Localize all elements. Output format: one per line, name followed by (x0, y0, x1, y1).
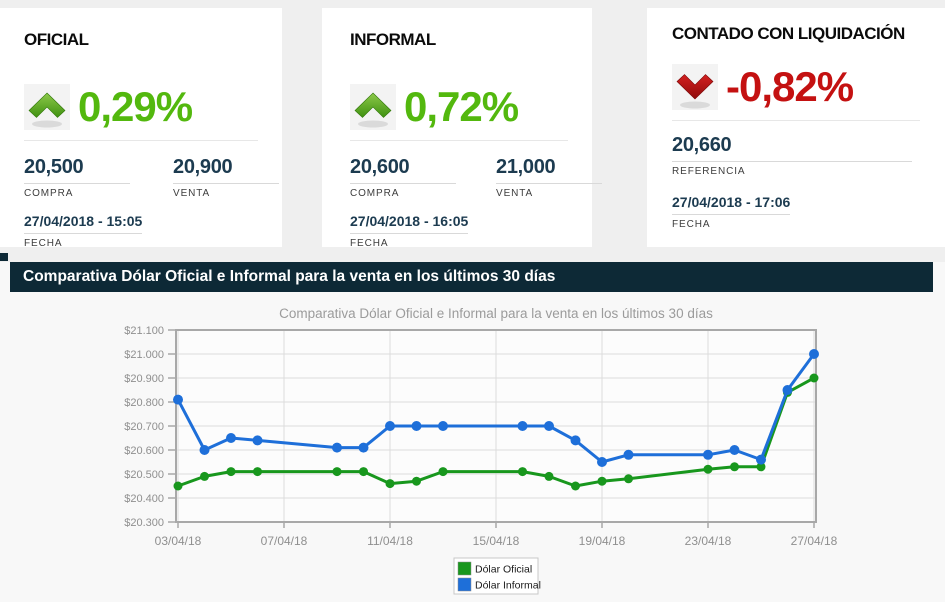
comparison-line-chart: Comparativa Dólar Oficial e Informal par… (124, 306, 838, 595)
svg-text:$20.300: $20.300 (124, 517, 164, 529)
reference-label: REFERENCIA (672, 166, 746, 177)
svg-text:$21.100: $21.100 (124, 325, 164, 337)
date-label: FECHA (350, 238, 389, 249)
buy-label: COMPRA (350, 188, 400, 199)
svg-text:15/04/18: 15/04/18 (473, 534, 520, 548)
svg-text:$20.900: $20.900 (124, 373, 164, 385)
down-arrow-icon (672, 64, 718, 110)
card-informal: INFORMAL 0,72% 20,600 COMPRA 21,000 V (322, 8, 602, 249)
svg-text:Comparativa Dólar Oficial e In: Comparativa Dólar Oficial e Informal par… (279, 306, 713, 321)
svg-text:11/04/18: 11/04/18 (367, 534, 413, 548)
quote-datetime: 27/04/2018 - 17:06 (672, 194, 791, 210)
svg-text:$20.500: $20.500 (124, 469, 164, 481)
buy-value: 20,500 (24, 156, 84, 178)
up-arrow-icon (350, 84, 396, 130)
sell-value: 21,000 (496, 156, 556, 178)
change-percent: 0,72% (404, 83, 519, 130)
card-oficial: OFICIAL 0,29% 20,500 COMPRA 20,900 VE (0, 8, 282, 249)
sell-label: VENTA (496, 188, 534, 199)
svg-text:03/04/18: 03/04/18 (155, 534, 202, 548)
svg-text:23/04/18: 23/04/18 (685, 534, 732, 548)
card-title: OFICIAL (24, 30, 89, 49)
svg-text:Dólar Informal: Dólar Informal (475, 580, 541, 592)
svg-text:Dólar Oficial: Dólar Oficial (475, 564, 532, 576)
svg-text:$20.800: $20.800 (124, 397, 164, 409)
change-percent: 0,29% (78, 83, 193, 130)
buy-value: 20,600 (350, 156, 410, 178)
card-title: INFORMAL (350, 30, 436, 49)
date-label: FECHA (672, 219, 711, 230)
card-contado-con-liquidacion: CONTADO CON LIQUIDACIÓN -0,82% 20,660 RE… (647, 8, 945, 247)
svg-text:$21.000: $21.000 (124, 349, 164, 361)
svg-text:19/04/18: 19/04/18 (579, 534, 626, 548)
svg-text:07/04/18: 07/04/18 (261, 534, 308, 548)
svg-text:$20.700: $20.700 (124, 421, 164, 433)
sell-label: VENTA (173, 188, 211, 199)
section-banner: Comparativa Dólar Oficial e Informal par… (10, 262, 933, 292)
buy-label: COMPRA (24, 188, 74, 199)
quote-datetime: 27/04/2018 - 16:05 (350, 213, 469, 229)
quote-datetime: 27/04/2018 - 15:05 (24, 213, 143, 229)
sell-value: 20,900 (173, 156, 233, 178)
svg-text:$20.600: $20.600 (124, 445, 164, 457)
svg-text:27/04/18: 27/04/18 (791, 534, 838, 548)
up-arrow-icon (24, 84, 70, 130)
card-title: CONTADO CON LIQUIDACIÓN (672, 24, 905, 43)
date-label: FECHA (24, 238, 63, 249)
svg-text:$20.400: $20.400 (124, 493, 164, 505)
reference-value: 20,660 (672, 134, 732, 156)
change-percent: -0,82% (726, 63, 854, 110)
section-banner-title: Comparativa Dólar Oficial e Informal par… (23, 268, 556, 285)
banner-corner-decoration (0, 253, 8, 261)
